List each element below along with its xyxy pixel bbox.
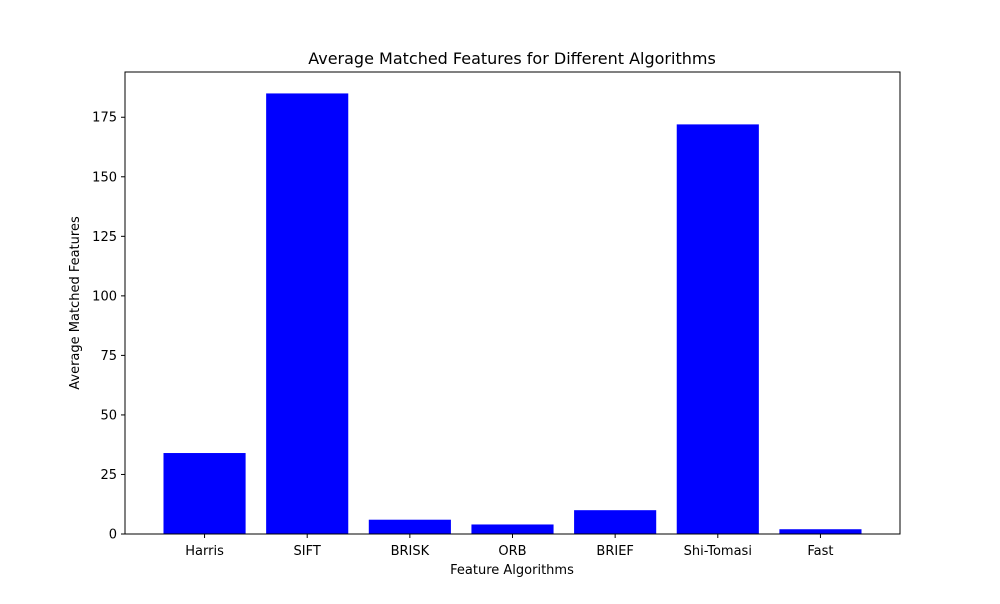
x-tick-label: ORB <box>498 544 526 559</box>
bar-harris <box>163 453 246 534</box>
x-axis-label: Feature Algorithms <box>450 563 574 578</box>
bars-group <box>163 93 862 535</box>
x-tick-label: SIFT <box>294 544 321 559</box>
bar-brisk <box>368 519 451 534</box>
y-tick-label: 125 <box>92 230 117 245</box>
bar-sift <box>266 93 349 535</box>
x-tick-label: BRISK <box>391 544 430 559</box>
y-axis-ticks: 0 25 50 75 100 125 150 175 <box>92 111 125 543</box>
x-axis-ticks: Harris SIFT BRISK ORB BRIEF Shi-Tomasi Fast <box>185 534 834 559</box>
x-tick-label: Fast <box>807 544 833 559</box>
bar-fast <box>779 529 862 534</box>
y-tick-label: 25 <box>100 468 117 483</box>
y-tick-label: 175 <box>92 111 117 126</box>
y-tick-label: 50 <box>100 408 117 423</box>
y-tick-label: 150 <box>92 170 117 185</box>
y-tick-label: 0 <box>109 528 117 543</box>
y-axis-label: Average Matched Features <box>68 216 83 390</box>
bar-orb <box>471 524 554 534</box>
bar-brief <box>574 510 657 534</box>
x-tick-label: Harris <box>185 544 224 559</box>
chart-title: Average Matched Features for Different A… <box>308 49 716 68</box>
x-tick-label: Shi-Tomasi <box>684 544 752 559</box>
y-tick-label: 100 <box>92 289 117 304</box>
x-tick-label: BRIEF <box>596 544 633 559</box>
y-tick-label: 75 <box>100 349 117 364</box>
plot-area-frame <box>124 71 901 535</box>
bar-shi-tomasi <box>676 124 759 534</box>
